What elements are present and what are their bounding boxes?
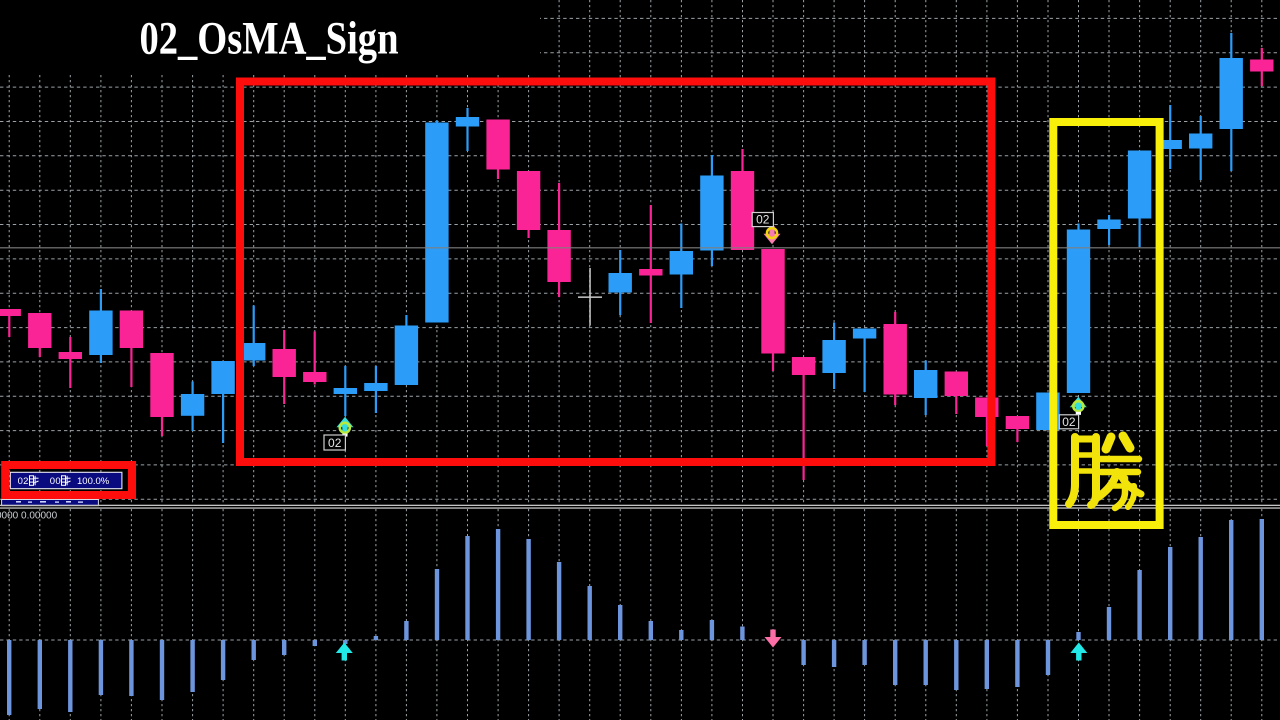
svg-text:0000 0.00000: 0000 0.00000 <box>0 511 58 522</box>
svg-text:02: 02 <box>1062 415 1076 429</box>
svg-text:100.0%: 100.0% <box>77 476 110 487</box>
svg-text:02: 02 <box>756 213 770 227</box>
svg-text:02: 02 <box>18 476 29 487</box>
svg-text:02: 02 <box>328 436 342 450</box>
svg-text:02_OsMA_Sign: 02_OsMA_Sign <box>140 12 399 64</box>
svg-text:00: 00 <box>50 476 61 487</box>
